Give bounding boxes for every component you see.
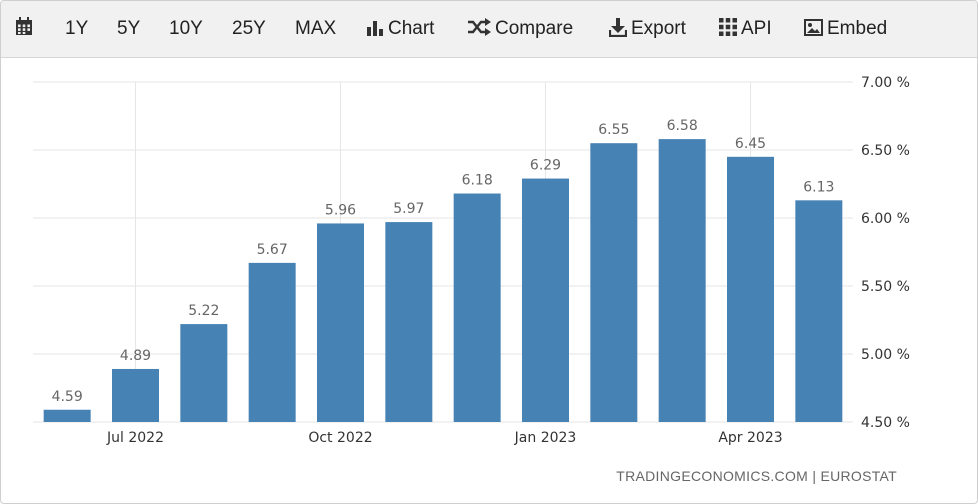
compare-button[interactable]: Compare — [467, 1, 573, 57]
export-button[interactable]: Export — [608, 1, 686, 57]
y-tick-label: 6.50 % — [861, 143, 910, 159]
api-button[interactable]: API — [719, 1, 772, 57]
data-label: 5.22 — [188, 303, 219, 319]
data-label: 6.29 — [530, 158, 561, 174]
y-tick-label: 5.50 % — [861, 279, 910, 295]
data-label: 6.58 — [667, 118, 698, 134]
y-tick-label: 5.00 % — [861, 347, 910, 363]
bar — [453, 193, 501, 422]
bars — [43, 139, 843, 423]
data-labels: 4.59 4.89 5.22 5.67 5.96 5.97 6.18 6.29 6.55 6.58… — [52, 118, 835, 405]
y-tick-label: 7.00 % — [861, 75, 910, 91]
export-button-label: Export — [631, 18, 686, 39]
data-label: 6.18 — [462, 173, 493, 189]
calendar-icon — [16, 17, 32, 36]
x-axis: Jul 2022 Oct 2022 Jan 2023 Apr 2023 — [106, 430, 783, 446]
bar — [658, 139, 706, 422]
x-tick-label: Jul 2022 — [106, 430, 164, 446]
bar — [385, 222, 433, 422]
x-tick-label: Apr 2023 — [718, 430, 782, 446]
data-label: 5.97 — [393, 201, 424, 217]
data-label: 5.67 — [257, 242, 288, 258]
range-10y-button[interactable]: 10Y — [169, 18, 203, 39]
embed-button-label: Embed — [827, 18, 888, 39]
shuffle-icon — [468, 18, 491, 36]
grid-icon — [719, 18, 737, 36]
data-label: 4.89 — [120, 348, 151, 364]
bar — [317, 223, 364, 422]
toolbar: 1Y 5Y 10Y 25Y MAX Chart Compare — [1, 1, 977, 58]
x-tick-label: Jan 2023 — [514, 430, 577, 446]
embed-button[interactable]: Embed — [804, 1, 887, 57]
bar — [43, 409, 91, 422]
image-icon — [804, 18, 823, 36]
download-icon — [608, 17, 628, 37]
source-attribution: TRADINGECONOMICS.COM | EUROSTAT — [616, 468, 897, 484]
api-button-label: API — [741, 18, 772, 39]
bar-chart: 4.59 4.89 5.22 5.67 5.96 5.97 6.18 6.29 6.55 6.58… — [33, 75, 910, 446]
bar — [795, 200, 843, 422]
data-label: 5.96 — [325, 202, 356, 218]
data-label: 4.59 — [52, 389, 83, 405]
compare-button-label: Compare — [495, 18, 574, 39]
chart-button-label: Chart — [388, 18, 435, 39]
bar — [248, 262, 296, 422]
calendar-button[interactable] — [15, 1, 37, 57]
data-label: 6.55 — [598, 122, 629, 138]
x-tick-label: Oct 2022 — [308, 430, 372, 446]
bar — [590, 143, 638, 422]
bar-chart-icon — [367, 20, 383, 36]
range-1y-button[interactable]: 1Y — [65, 18, 89, 39]
y-axis: 4.50 % 5.00 % 5.50 % 6.00 % 6.50 % 7.00 % — [861, 75, 910, 431]
range-25y-button[interactable]: 25Y — [232, 18, 266, 39]
range-5y-button[interactable]: 5Y — [117, 18, 141, 39]
data-label: 6.45 — [735, 136, 766, 152]
bar — [112, 368, 159, 422]
y-tick-label: 6.00 % — [861, 211, 910, 227]
bar — [522, 178, 569, 422]
data-label: 6.13 — [803, 179, 834, 195]
bar — [727, 156, 774, 423]
chart-type-button[interactable]: Chart — [367, 1, 434, 57]
bar — [180, 324, 228, 422]
y-tick-label: 4.50 % — [861, 415, 910, 431]
range-max-button[interactable]: MAX — [295, 18, 337, 39]
